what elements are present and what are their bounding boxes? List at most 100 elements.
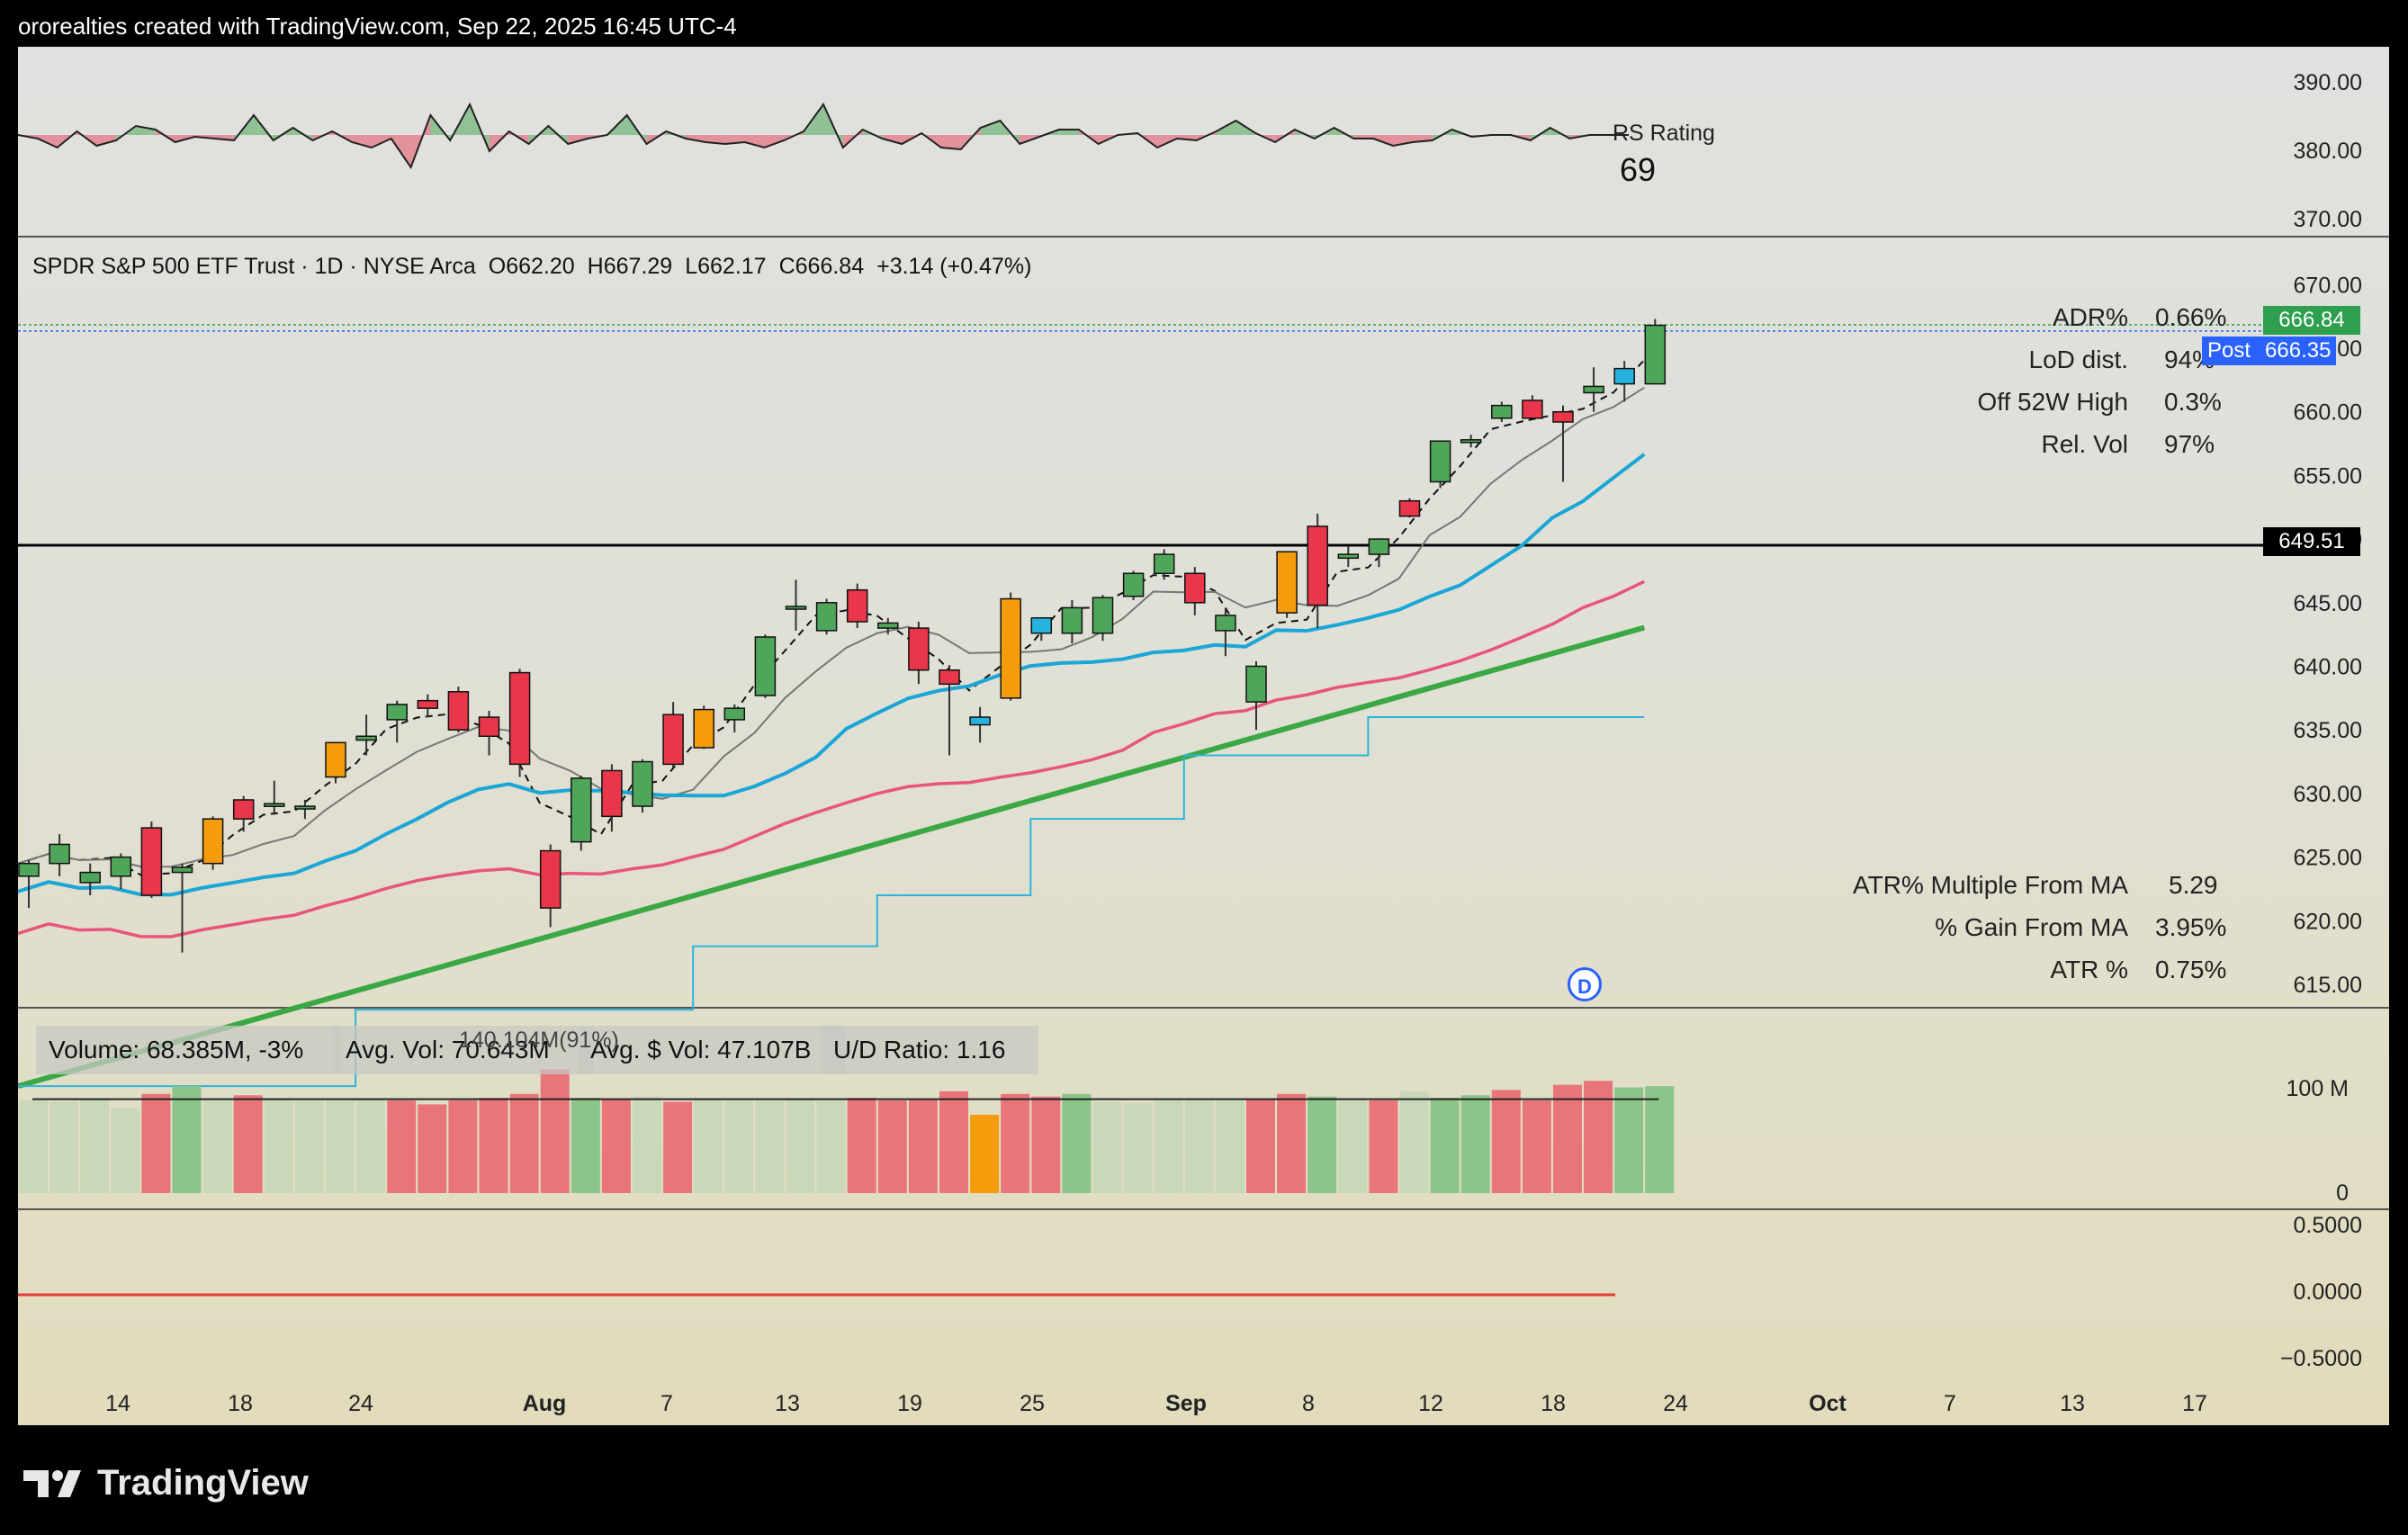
rs-area-negative [96, 135, 117, 146]
candle-body [325, 741, 346, 778]
earnings-marker-icon[interactable]: D [1568, 967, 1602, 1001]
volume-bar [970, 1115, 1000, 1193]
rs-area-negative [1393, 135, 1413, 146]
candle-body [171, 866, 193, 874]
volume-bar [1522, 1100, 1551, 1193]
x-axis-tick-label: 7 [1944, 1391, 1956, 1416]
volume-bar [479, 1098, 508, 1193]
price-tick-label: 630.00 [2294, 782, 2362, 807]
volume-bar [264, 1098, 293, 1193]
volume-bar [1246, 1099, 1275, 1193]
stat-label-atr-pct: ATR % [2050, 956, 2128, 983]
stat-label-lod: LoD dist. [2028, 346, 2129, 373]
volume-bar [1307, 1096, 1337, 1193]
candle-body [846, 588, 868, 623]
volume-bar [633, 1096, 661, 1193]
candle-body [1583, 385, 1604, 394]
post-label: Post [2207, 338, 2251, 363]
chart-frame[interactable]: 670.00665.00660.00655.00650.00645.00640.… [18, 47, 2389, 1425]
price-tick-label: 655.00 [2294, 463, 2362, 489]
chart-header: ororealties created with TradingView.com… [18, 13, 737, 40]
ohlc-high: H667.29 [587, 254, 673, 279]
rs-tick-label: 380.00 [2294, 139, 2362, 164]
volume-bar [1430, 1098, 1460, 1193]
candle-body [1307, 525, 1328, 606]
candle-body [1000, 597, 1021, 699]
volume-tick-label: 100 M [2287, 1076, 2349, 1101]
volume-bar [1553, 1084, 1582, 1193]
x-axis-tick-label: 24 [1663, 1391, 1688, 1416]
volume-bar [908, 1099, 938, 1193]
volume-bar [294, 1100, 324, 1193]
candle-body [1092, 597, 1114, 634]
candle-body [1429, 440, 1451, 483]
volume-bar [1184, 1100, 1214, 1193]
volume-bar [571, 1098, 600, 1193]
ma-gray-line [18, 386, 1645, 868]
candle-body [723, 707, 746, 721]
symbol-legend[interactable]: SPDR S&P 500 ETF Trust · 1D · NYSE Arca … [32, 254, 1031, 280]
volume-bar [1123, 1102, 1153, 1193]
footer-brand: TradingView [22, 1456, 309, 1510]
stat-label-adr: ADR% [2052, 303, 2128, 331]
price-tick-label: 615.00 [2294, 973, 2362, 998]
x-axis-tick-label: 8 [1302, 1391, 1315, 1416]
chart-canvas[interactable]: 670.00665.00660.00655.00650.00645.00640.… [18, 47, 2389, 1425]
candle-body [815, 602, 838, 632]
volume-bar [540, 1069, 570, 1193]
candle-body [601, 769, 623, 818]
tradingview-logo-icon [23, 1470, 81, 1497]
volume-bar [1584, 1081, 1613, 1193]
volume-bar [202, 1099, 232, 1193]
footer-brand-text: TradingView [97, 1462, 309, 1503]
ma-pink-line [18, 579, 1646, 938]
candle-body [18, 862, 40, 877]
candle-body [693, 708, 714, 749]
candle-body [1184, 572, 1206, 604]
candle-body [632, 760, 653, 807]
volume-bar [1399, 1091, 1429, 1193]
candle-body [1613, 367, 1635, 385]
stat-value-rel-vol: 97% [2164, 430, 2215, 458]
candle-body [1030, 617, 1053, 634]
candle-body [447, 691, 470, 731]
rs-area-negative [744, 135, 765, 148]
x-axis-tick-label: 18 [228, 1391, 253, 1416]
candle-body [754, 636, 777, 696]
candle-body [294, 805, 316, 810]
volume-bar [939, 1091, 968, 1193]
stat-value-gain-from-ma: 3.95% [2155, 913, 2227, 941]
rs-area-positive [1058, 130, 1079, 135]
volume-bar [387, 1100, 417, 1193]
volume-bar [141, 1093, 171, 1193]
price-tick-label: 670.00 [2294, 273, 2362, 298]
candle-body [539, 849, 562, 909]
candle-body [1491, 404, 1513, 419]
volume-bar [326, 1099, 355, 1193]
candle-body [908, 627, 930, 671]
volume-bar [1338, 1099, 1368, 1193]
horizontal-line-tag: 649.51 [2263, 527, 2360, 556]
candle-body [969, 716, 991, 726]
rs-tick-label: 370.00 [2294, 207, 2362, 232]
ohlc-close: C666.84 [778, 254, 865, 279]
volume-bar [1092, 1101, 1122, 1193]
volume-bar [663, 1101, 693, 1193]
x-axis-tick-label: Oct [1809, 1391, 1846, 1416]
x-axis-tick-label: 24 [348, 1391, 373, 1416]
volume-bar [356, 1098, 386, 1193]
candle-body [1460, 439, 1482, 444]
rs-area-negative [352, 135, 372, 148]
volume-bar [172, 1086, 202, 1193]
candle-body [264, 803, 285, 807]
volume-bar [19, 1100, 48, 1193]
volume-bar [80, 1098, 110, 1193]
candle-body [1398, 499, 1421, 517]
candle-body [417, 699, 439, 709]
rs-rating-value: 69 [1620, 151, 1657, 188]
candle-body [140, 827, 163, 896]
price-tick-label: 640.00 [2294, 655, 2362, 680]
post-price-tag: Post 666.35 [2202, 337, 2337, 365]
candle-body [1276, 551, 1298, 614]
oscillator-tick-label: −0.5000 [2280, 1346, 2362, 1371]
